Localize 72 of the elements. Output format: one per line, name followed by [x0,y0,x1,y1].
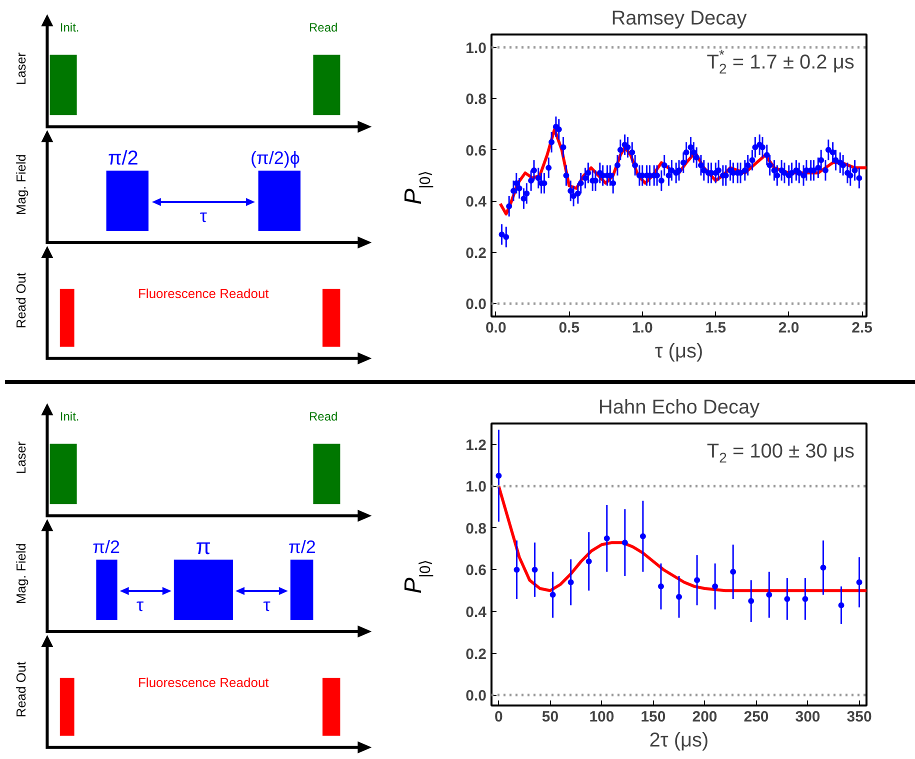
text: Laser [13,52,28,85]
chart-title: Hahn Echo Decay [598,396,760,418]
y-tick-label: 0.4 [466,194,488,211]
y-tick-label: 0.2 [466,646,487,663]
x-axis-title: τ (μs) [654,340,704,362]
text: π/2 [288,536,316,557]
point [622,540,628,546]
x-tick-label: 0 [494,708,503,726]
x-tick-label: 1.0 [632,320,653,336]
y-tick-label: 0.0 [466,296,487,314]
text: Mag. Field [13,543,28,604]
y-tick-label: 0.6 [466,142,487,160]
point [694,577,700,584]
x-tick-label: 1.5 [705,320,726,336]
text: τ [136,594,144,615]
y-tick-label: 0.6 [466,562,487,580]
text: Laser [13,440,28,474]
x-axis-title: 2τ (μs) [649,730,709,752]
point [658,583,664,590]
point [586,558,592,564]
point [640,533,646,540]
point [550,592,556,598]
x-tick-label: 250 [744,708,769,726]
text: Mag. Field [13,154,28,215]
y-tick-label: 1.0 [466,478,487,496]
text: Read [309,20,338,34]
point [514,566,520,573]
text: Read Out [13,272,28,328]
text: Read Out [13,661,28,718]
point [838,602,844,608]
y-tick-label: 0.2 [466,244,487,262]
x-tick-label: 0.0 [485,320,506,336]
text: π/2 [108,147,138,170]
point [730,568,736,575]
text: π [196,534,211,559]
text: τ [263,594,270,615]
text: Fluorescence Readout [138,675,270,690]
x-tick-label: 0.5 [558,320,580,336]
y-tick-label: 0.4 [466,604,488,621]
point [712,583,718,590]
point [568,579,574,586]
point [820,564,826,571]
point [748,598,754,604]
y-tick-label: 0.0 [466,688,487,705]
x-tick-label: 2.5 [852,320,873,336]
y-tick-label: 1.2 [466,436,487,454]
text: Init. [60,409,80,424]
point [676,594,682,600]
point [856,579,862,586]
text: π/2 [92,536,120,557]
point [496,472,502,479]
x-tick-label: 50 [542,708,559,726]
x-tick-label: 150 [640,708,666,726]
point [766,592,772,598]
y-tick-label: 1.0 [466,40,487,57]
text: τ [200,206,207,226]
point [784,596,790,602]
point [802,596,808,602]
x-tick-label: 300 [795,708,820,726]
chart-title: Ramsey Decay [611,8,747,30]
x-tick-label: 200 [692,708,718,726]
x-tick-label: 2.0 [778,320,800,336]
y-tick-label: 0.8 [466,91,487,108]
y-tick-label: 0.8 [466,520,487,538]
x-tick-label: 350 [846,708,872,726]
text: (π/2)ϕ [250,148,300,168]
text: Read [309,409,338,424]
text: Init. [60,20,80,34]
text: Fluorescence Readout [138,286,270,302]
x-tick-label: 100 [589,708,614,726]
point [532,566,538,573]
point [604,535,610,542]
